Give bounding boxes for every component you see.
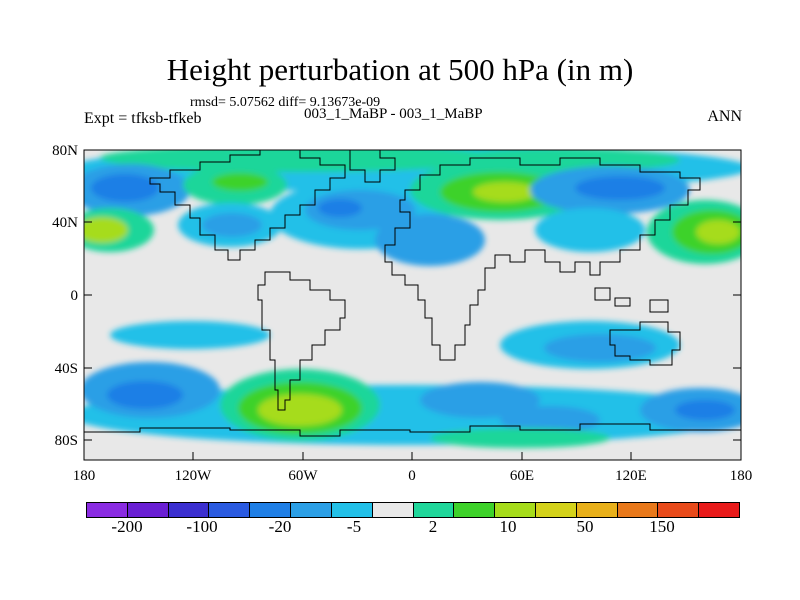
south-america-coast [257, 271, 346, 411]
eurasia-africa-coast [384, 157, 701, 361]
colorbar-swatch-1 [127, 503, 169, 517]
lat-label-0: 0 [71, 288, 79, 304]
axis-ticks [83, 149, 742, 460]
lon-label-0: 0 [408, 468, 416, 484]
lat-label-40n: 40N [52, 215, 78, 231]
colorbar-label-neg100: -100 [186, 517, 218, 536]
eurasia-yellow [473, 182, 537, 202]
colorbar-swatch-5 [291, 503, 332, 517]
lon-label-60e: 60E [510, 468, 534, 484]
colorbar-swatch-9 [454, 503, 496, 517]
colorbar-swatch-13 [617, 503, 659, 517]
antarctica-coast [84, 423, 741, 437]
colorbar-label-50: 50 [576, 517, 594, 536]
south-atlantic-blue [420, 382, 540, 418]
greenland-coast [349, 150, 396, 183]
lon-label-120e: 120E [615, 468, 647, 484]
colorbar-label-2: 2 [428, 517, 438, 536]
colorbar-swatch-7 [372, 503, 414, 517]
atlantic-blue-deep [318, 199, 362, 217]
na-blue-core [202, 213, 262, 237]
colorbar-swatch-6 [331, 503, 373, 517]
lon-label-180w: 180 [73, 468, 96, 484]
season-label: ANN [707, 108, 742, 125]
colorbar-swatch-14 [658, 503, 700, 517]
pacific-yellow-w [84, 217, 128, 243]
colorbar-label-150: 150 [649, 517, 675, 536]
coastlines [84, 150, 741, 437]
colorbar-swatch-11 [535, 503, 577, 517]
colorbar-swatch-2 [168, 503, 210, 517]
antarctic-green [430, 428, 610, 448]
statistics-line: rmsd= 5.07562 diff= 9.13673e-09 [190, 95, 381, 110]
south-subtropic-deep-e [544, 334, 656, 362]
lat-label-40s: 40S [55, 361, 78, 377]
europe-blue [375, 214, 485, 266]
colorbar-label-neg200: -200 [111, 517, 143, 536]
colorbar-label-neg20: -20 [268, 517, 292, 536]
maritime-islands [594, 287, 669, 313]
colorbar-swatch-4 [250, 503, 292, 517]
map-title: Height perturbation at 500 hPa (in m) [166, 52, 634, 87]
lat-label-80s: 80S [55, 433, 78, 449]
case-label: 003_1_MaBP - 003_1_MaBP [304, 106, 483, 122]
colorbar-swatch-3 [209, 503, 251, 517]
south-subtropic-blue-w [110, 321, 270, 349]
colorbar-swatch-0 [87, 503, 128, 517]
siberia-blue-core [575, 176, 665, 200]
colorbar-swatch-12 [576, 503, 618, 517]
colorbar-swatch-15 [699, 503, 739, 517]
canada-yellow [212, 173, 268, 191]
lon-label-180e: 180 [730, 468, 753, 484]
south-america-yellow [258, 394, 342, 426]
contour-fields [84, 150, 741, 448]
northern-anomalies [84, 150, 741, 266]
pacific-yellow-e [696, 220, 740, 244]
south-pacific-deep [107, 381, 183, 409]
pacific-blue-ne-core [91, 174, 159, 202]
australia-coast [609, 321, 681, 366]
lat-label-80n: 80N [52, 143, 78, 159]
south-pacific-deep-e [675, 400, 735, 420]
lon-label-120w: 120W [175, 468, 213, 484]
north-america-coast [149, 150, 346, 261]
lon-label-60w: 60W [288, 468, 318, 484]
experiment-label: Expt = tfksb-tfkeb [84, 110, 202, 127]
colorbar-label-neg5: -5 [346, 517, 362, 536]
colorbar [86, 502, 740, 518]
asia-blue [535, 208, 645, 252]
colorbar-swatch-10 [495, 503, 536, 517]
colorbar-label-10: 10 [499, 517, 517, 536]
indian-blue [500, 406, 600, 434]
colorbar-swatch-8 [413, 503, 455, 517]
